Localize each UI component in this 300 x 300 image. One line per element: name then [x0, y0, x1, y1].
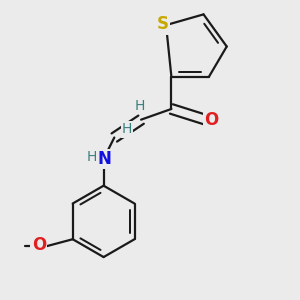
Text: S: S [157, 15, 169, 33]
Text: H: H [135, 99, 146, 113]
Text: N: N [98, 150, 111, 168]
Text: O: O [32, 236, 46, 254]
Text: O: O [204, 111, 219, 129]
Text: H: H [87, 150, 97, 164]
Text: H: H [122, 122, 132, 136]
